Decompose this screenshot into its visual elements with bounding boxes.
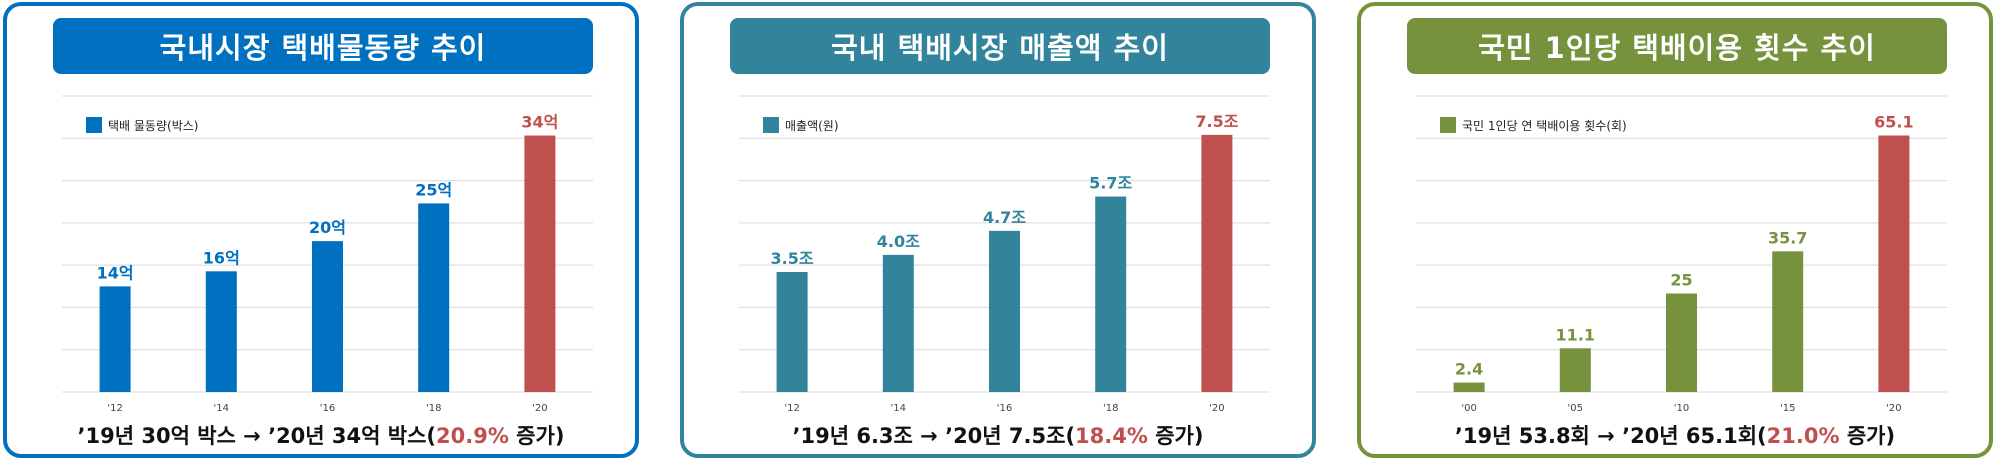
data-label: 16억 <box>203 248 240 267</box>
data-label: 65.1 <box>1874 112 1913 131</box>
legend-swatch <box>1440 117 1456 133</box>
data-label: 7.5조 <box>1195 112 1238 131</box>
legend-label: 국민 1인당 연 택배이용 횟수(회) <box>1462 119 1627 133</box>
panel-title: 국민 1인당 택배이용 횟수 추이 <box>1407 18 1947 74</box>
data-label: 25 <box>1670 270 1692 289</box>
x-tick-label: '15 <box>1780 403 1795 414</box>
data-label: 4.7조 <box>983 208 1026 227</box>
summary-prefix: ’19년 6.3조 → ’20년 7.5조( <box>792 424 1076 448</box>
bar <box>99 286 131 392</box>
x-tick-label: '20 <box>1886 403 1901 414</box>
bar-chart: 매출액(원) 3.5조 '12 4.0조 '14 4.7조 '16 5.7조 '18 7.5조 '2… <box>739 95 1270 414</box>
summary-suffix: 증가) <box>1147 424 1204 448</box>
legend-swatch <box>763 117 779 133</box>
bar <box>205 271 237 392</box>
summary-percent: 21.0% <box>1766 424 1840 448</box>
x-tick-label: '16 <box>997 403 1012 414</box>
x-tick-label: '16 <box>320 403 335 414</box>
bar <box>989 230 1020 392</box>
data-label: 14억 <box>97 263 134 282</box>
summary-percent: 18.4% <box>1075 424 1148 448</box>
summary-suffix: 증가) <box>508 424 565 448</box>
summary-suffix: 증가) <box>1839 424 1896 448</box>
summary-prefix: ’19년 30억 박스 → ’20년 34억 박스( <box>77 424 437 448</box>
bar <box>1559 348 1591 392</box>
bar <box>882 254 914 392</box>
summary-text: ’19년 53.8회 → ’20년 65.1회(21.0% 증가) <box>1361 420 1989 450</box>
x-tick-label: '12 <box>784 403 799 414</box>
data-label: 4.0조 <box>877 232 920 251</box>
summary-text: ’19년 6.3조 → ’20년 7.5조(18.4% 증가) <box>684 420 1312 450</box>
panel-market-revenue: 국내 택배시장 매출액 추이 매출액(원) 3.5조 '12 4.0조 '14 4.7조 '… <box>680 2 1316 458</box>
x-tick-label: '10 <box>1674 403 1689 414</box>
bar <box>524 135 556 393</box>
bar <box>312 241 343 392</box>
bar <box>776 272 808 392</box>
x-tick-label: '14 <box>214 403 229 414</box>
bar <box>1666 293 1697 392</box>
data-label: 5.7조 <box>1089 174 1132 193</box>
panel-per-capita-usage: 국민 1인당 택배이용 횟수 추이 국민 1인당 연 택배이용 횟수(회) 2.4… <box>1357 2 1993 458</box>
bar-chart: 국민 1인당 연 택배이용 횟수(회) 2.4 '00 11.1 '05 25 '10 35.… <box>1416 95 1947 414</box>
data-label: 20억 <box>309 218 346 237</box>
summary-text: ’19년 30억 박스 → ’20년 34억 박스(20.9% 증가) <box>7 420 635 450</box>
panel-parcel-volume: 국내시장 택배물동량 추이 택배 물동량(박스) 14억 '12 16억 '14 20억 '… <box>3 2 639 458</box>
data-label: 2.4 <box>1455 360 1483 379</box>
bar <box>1095 196 1127 392</box>
data-label: 3.5조 <box>771 249 814 268</box>
bar-chart: 택배 물동량(박스) 14억 '12 16억 '14 20억 '16 25억 '18 34억 '20 <box>62 95 593 414</box>
legend-swatch <box>86 117 102 133</box>
x-tick-label: '14 <box>891 403 906 414</box>
panel-title: 국내 택배시장 매출액 추이 <box>730 18 1270 74</box>
x-tick-label: '20 <box>532 403 547 414</box>
x-tick-label: '05 <box>1568 403 1583 414</box>
bar <box>1453 382 1485 392</box>
legend-label: 택배 물동량(박스) <box>108 119 198 133</box>
bar <box>1878 135 1910 392</box>
data-label: 11.1 <box>1556 325 1595 344</box>
x-tick-label: '18 <box>1103 403 1118 414</box>
summary-prefix: ’19년 53.8회 → ’20년 65.1회( <box>1454 424 1767 448</box>
bar <box>1201 134 1233 392</box>
x-tick-label: '12 <box>107 403 122 414</box>
panel-title: 국내시장 택배물동량 추이 <box>53 18 593 74</box>
summary-percent: 20.9% <box>436 424 509 448</box>
bar <box>418 203 450 392</box>
data-label: 34억 <box>521 113 558 132</box>
x-tick-label: '18 <box>426 403 441 414</box>
data-label: 35.7 <box>1768 228 1807 247</box>
x-tick-label: '00 <box>1461 403 1476 414</box>
bar <box>1772 251 1804 392</box>
data-label: 25억 <box>415 180 452 199</box>
x-tick-label: '20 <box>1209 403 1224 414</box>
legend-label: 매출액(원) <box>785 119 839 133</box>
